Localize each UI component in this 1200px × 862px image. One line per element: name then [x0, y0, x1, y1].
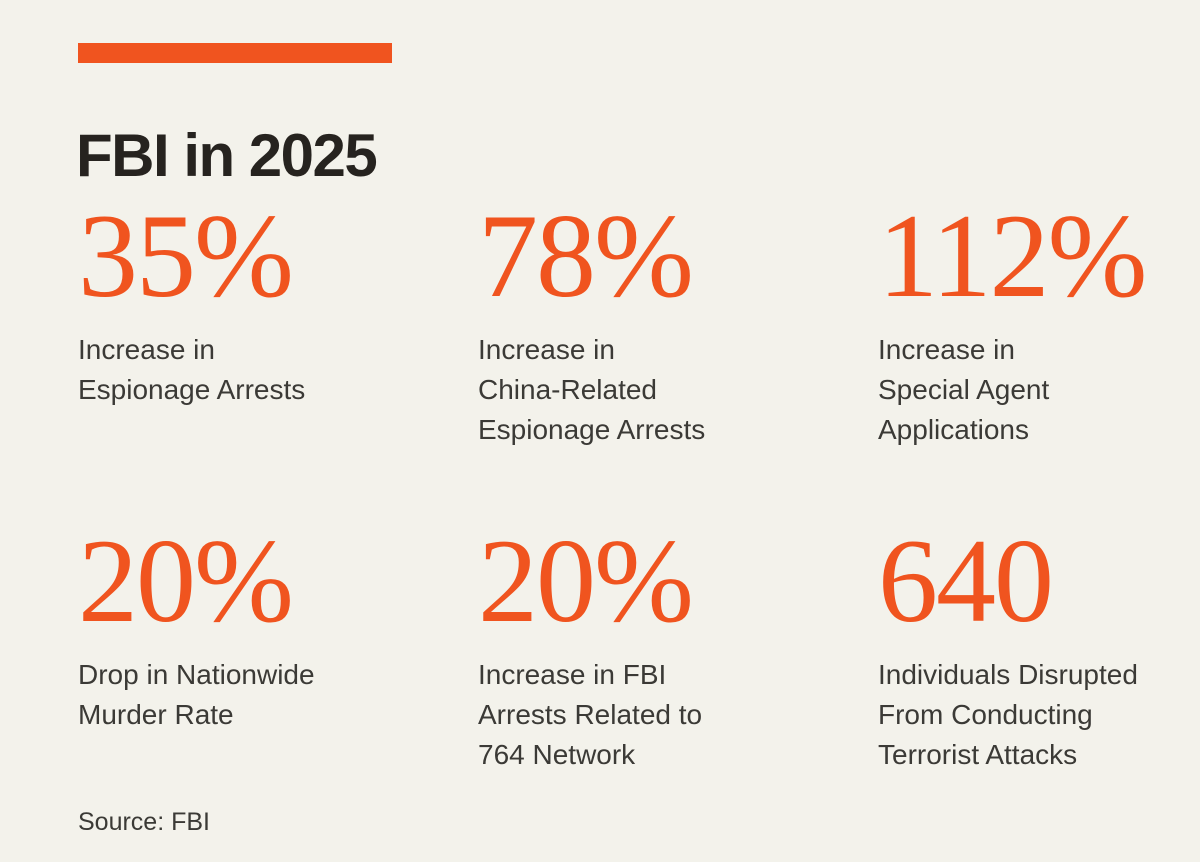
accent-bar: [78, 43, 392, 63]
stat-value: 112%: [878, 189, 1148, 322]
stat-label: Drop in Nationwide Murder Rate: [78, 659, 315, 730]
stat-label: Increase in Special Agent Applications: [878, 334, 1050, 445]
page-title: FBI in 2025: [76, 122, 378, 190]
stat-value: 20%: [478, 514, 694, 647]
stat-block-special-agent-applications: 112% Increase in Special Agent Applicati…: [878, 196, 1200, 521]
stat-block-espionage-arrests: 35% Increase in Espionage Arrests: [78, 196, 478, 521]
stat-block-murder-rate: 20% Drop in Nationwide Murder Rate: [78, 521, 478, 846]
stat-label: Increase in China-Related Espionage Arre…: [478, 334, 706, 445]
stat-value: 78%: [478, 189, 694, 322]
stat-block-764-network-arrests: 20% Increase in FBI Arrests Related to 7…: [478, 521, 878, 846]
stat-label: Increase in FBI Arrests Related to 764 N…: [478, 659, 703, 770]
stat-block-china-espionage-arrests: 78% Increase in China-Related Espionage …: [478, 196, 878, 521]
stats-grid: 35% Increase in Espionage Arrests 78% In…: [78, 196, 1200, 846]
source-text: Source: FBI: [78, 808, 210, 836]
stat-value: 20%: [78, 514, 294, 647]
stat-value: 35%: [78, 189, 294, 322]
stat-label: Increase in Espionage Arrests: [78, 334, 306, 405]
stat-label: Individuals Disrupted From Conducting Te…: [878, 659, 1138, 770]
stat-value: 640: [878, 514, 1054, 647]
stat-block-terrorist-attacks-disrupted: 640 Individuals Disrupted From Conductin…: [878, 521, 1200, 846]
